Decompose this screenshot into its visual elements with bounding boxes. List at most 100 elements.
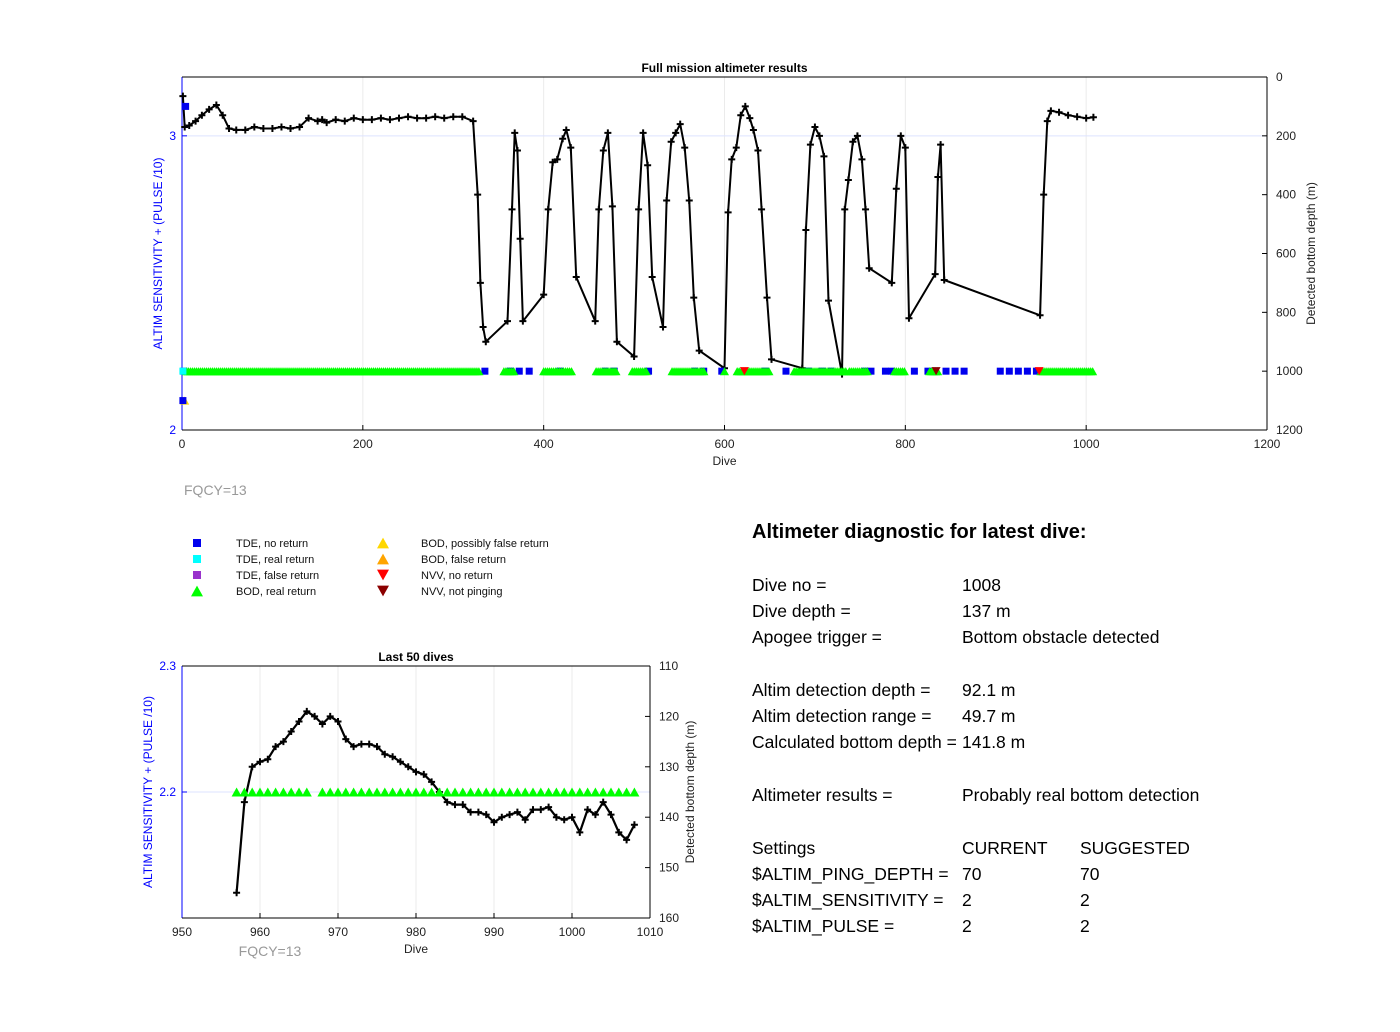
depth-point [474,191,482,199]
triangle-marker [764,367,774,376]
legend-triangle-icon [191,585,203,597]
depth-point [311,712,319,720]
depth-point [685,197,693,205]
depth-point [498,813,506,821]
legend-item: BOD, possibly false return [377,537,549,550]
diag-value-dive-depth: 137 m [962,601,1011,621]
depth-point [368,116,376,124]
depth-point [295,717,303,725]
series-tde-real-return [179,367,187,375]
depth-point [305,114,313,122]
depth-point [568,813,576,821]
depth-point [395,114,403,122]
depth-point [482,338,490,346]
depth-point [179,92,187,100]
depth-point [644,161,652,169]
triangle-marker [255,787,265,797]
x-tick-label: 960 [250,925,270,939]
depth-point [511,129,519,137]
depth-point [529,806,537,814]
depth-point [1082,114,1090,122]
depth-point [695,347,703,355]
depth-point [567,144,575,152]
triangle-marker [574,787,585,797]
triangle-marker [340,787,351,797]
depth-point [451,801,459,809]
depth-point [937,141,945,149]
depth-point [296,123,304,131]
depth-point [549,158,557,166]
x-tick-label: 1200 [1254,437,1281,451]
depth-line [235,709,636,893]
series-bod-real-return [182,367,1098,376]
depth-point [1055,108,1063,116]
diag-label-bottom-depth: Calculated bottom depth = [752,732,957,752]
depth-point [428,778,436,786]
triangle-marker [862,367,872,376]
triangle-marker [543,787,554,797]
depth-point [250,123,258,131]
depth-point [1089,113,1097,121]
depth-point [413,114,421,122]
square-marker [867,367,875,375]
fqcy-footnote: FQCY=13 [184,482,247,498]
triangle-marker [379,787,390,797]
series-bod-real-return [231,787,640,797]
depth-point [635,205,643,213]
triangle-marker [411,787,421,797]
triangle-marker [1034,367,1044,376]
depth-point [591,811,599,819]
x-tick-label: 990 [484,925,504,939]
depth-point [412,768,420,776]
depth-point [490,818,498,826]
square-marker [782,367,790,375]
depth-point [519,317,527,325]
y-right-tick-label: 800 [1276,305,1296,319]
x-tick-label: 970 [328,925,348,939]
depth-point [420,770,428,778]
depth-point [192,117,200,125]
depth-point [630,352,638,360]
triangle-marker [899,367,909,376]
depth-point [758,205,766,213]
y-right-tick-label: 110 [659,659,678,673]
depth-point [459,801,467,809]
square-marker [179,367,187,375]
depth-point [232,126,240,134]
y-right-tick-label: 140 [659,810,679,824]
depth-point [443,798,451,806]
depth-point [205,105,213,113]
depth-point [728,155,736,163]
depth-point [559,135,567,143]
triangle-marker [567,367,577,376]
legend-square-icon [193,555,201,563]
last-50-dives-chart: 950 960 970 980 990 1000 1010 2.2 2.3 110 120 130 14… [141,650,697,959]
depth-point [572,273,580,281]
depth-point [604,129,612,137]
depth-point [639,129,647,137]
depth-point [746,114,754,122]
chart-title: Full mission altimeter results [641,61,807,75]
setting-label-ping-depth: $ALTIM_PING_DEPTH = [752,864,949,884]
triangle-marker [403,787,414,797]
depth-point [359,116,367,124]
triangle-marker [364,787,375,797]
depth-point [396,758,404,766]
y-right-tick-label: 1000 [1276,364,1303,378]
depth-point [599,147,607,155]
depth-point [314,117,322,125]
triangle-marker [496,787,507,797]
depth-point [233,889,241,897]
legend-label: TDE, false return [236,570,319,582]
diag-label-dive-depth: Dive depth = [752,601,851,621]
y-right-tick-label: 150 [659,861,679,875]
y-right-tick-label: 0 [1276,70,1283,84]
square-marker [910,367,918,375]
square-marker [942,367,950,375]
square-marker [1014,367,1022,375]
depth-point [482,811,490,819]
depth-point [474,808,482,816]
depth-point [1040,191,1048,199]
depth-point [940,276,948,284]
depth-point [381,750,389,758]
